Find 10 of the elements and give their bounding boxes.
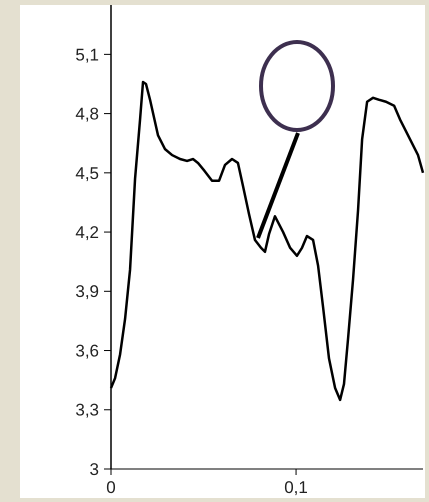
- x-tick-label: 0,1: [284, 478, 308, 497]
- y-tick-label: 3,3: [75, 400, 99, 420]
- y-tick-label: 3,9: [75, 282, 99, 302]
- y-tick-label: 4,2: [75, 223, 99, 242]
- y-tick-label: 4,5: [75, 164, 99, 183]
- y-tick-label: 4,8: [75, 104, 99, 124]
- y-tick-label: 3: [90, 460, 99, 479]
- y-tick-label: 5,1: [75, 45, 99, 64]
- x-tick-label: 0: [106, 478, 116, 497]
- y-tick-label: 3,6: [75, 341, 99, 360]
